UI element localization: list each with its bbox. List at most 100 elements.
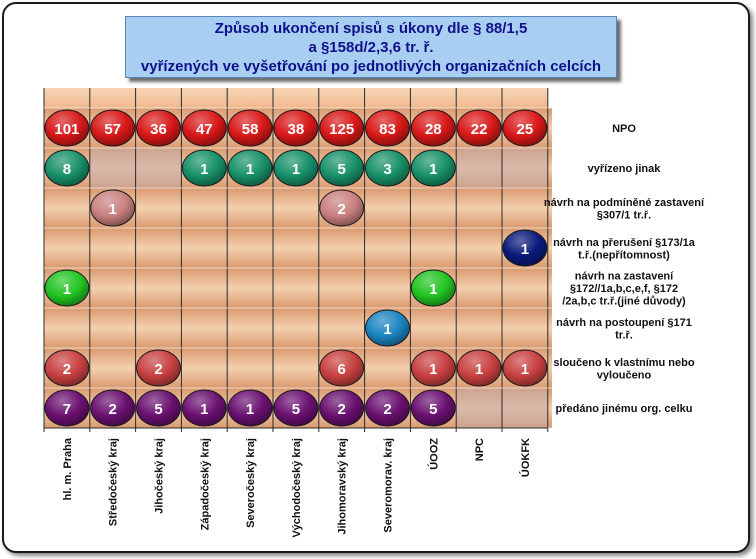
bubble-value: 5 bbox=[292, 401, 300, 418]
bubble-value: 1 bbox=[521, 361, 529, 378]
bubble-value: 1 bbox=[383, 321, 391, 338]
bubble bbox=[136, 389, 181, 427]
bubble-value: 5 bbox=[338, 161, 346, 178]
bubble bbox=[44, 349, 90, 387]
bubble bbox=[227, 109, 273, 147]
bubble-value: 1 bbox=[521, 241, 529, 258]
row-band bbox=[44, 228, 552, 268]
empty-cell bbox=[502, 148, 548, 188]
bubble bbox=[227, 149, 273, 187]
bubble bbox=[273, 109, 319, 147]
row-band bbox=[44, 308, 552, 348]
bubble bbox=[319, 389, 365, 427]
bubble bbox=[90, 109, 136, 147]
bubble-value: 1 bbox=[475, 361, 483, 378]
bubble bbox=[44, 109, 90, 147]
row-label: vyřízeno jinak bbox=[588, 163, 662, 175]
bubble bbox=[136, 349, 181, 387]
bubble-value: 101 bbox=[54, 121, 79, 138]
row-label: návrh na přerušení §173/1a t.ř.(nepřítomn… bbox=[553, 237, 696, 262]
bubble bbox=[90, 389, 136, 427]
bubble bbox=[365, 389, 410, 427]
bubble-value: 57 bbox=[104, 121, 121, 138]
bubble-value: 1 bbox=[63, 281, 71, 298]
row-label: NPO bbox=[612, 123, 636, 135]
bubble-value: 1 bbox=[200, 161, 208, 178]
bubble bbox=[273, 389, 319, 427]
bubble bbox=[365, 109, 410, 147]
bubble-value: 7 bbox=[63, 401, 71, 418]
bubble bbox=[319, 109, 365, 147]
bubble-value: 1 bbox=[246, 401, 254, 418]
bubble bbox=[456, 349, 502, 387]
column-label: Jihomoravský kraj bbox=[337, 438, 349, 535]
row-band bbox=[44, 268, 552, 308]
bubble-value: 6 bbox=[338, 361, 346, 378]
column-label: Západočeský kraj bbox=[199, 438, 211, 530]
bubble bbox=[319, 189, 365, 227]
bubble bbox=[319, 349, 365, 387]
bubble-value: 1 bbox=[109, 201, 117, 218]
header-stripe bbox=[44, 88, 548, 108]
chart-title: Způsob ukončení spisů s úkony dle § 88/1… bbox=[125, 16, 617, 78]
bubble bbox=[181, 149, 227, 187]
title-line-1: Způsob ukončení spisů s úkony dle § 88/1… bbox=[214, 19, 528, 37]
bubble-value: 47 bbox=[196, 121, 213, 138]
column-label: Severomorav. kraj bbox=[383, 438, 395, 533]
empty-cell bbox=[456, 148, 502, 188]
bubble-value: 1 bbox=[429, 161, 437, 178]
bubble-value: 8 bbox=[63, 161, 71, 178]
bubble-value: 1 bbox=[292, 161, 300, 178]
bubble-value: 2 bbox=[154, 361, 162, 378]
bubble bbox=[136, 109, 181, 147]
bubble bbox=[502, 349, 548, 387]
bubble-value: 2 bbox=[338, 401, 346, 418]
bubble bbox=[410, 269, 456, 307]
empty-cell bbox=[89, 148, 136, 188]
bubble bbox=[502, 229, 548, 267]
bubble bbox=[319, 149, 365, 187]
column-label: ÚOKFK bbox=[519, 438, 532, 477]
empty-cell bbox=[502, 388, 548, 428]
empty-cell bbox=[135, 148, 182, 188]
column-label: Východočeský kraj bbox=[291, 438, 303, 538]
empty-cell bbox=[456, 388, 502, 428]
bubble-value: 83 bbox=[379, 121, 396, 138]
column-label: Středočeský kraj bbox=[108, 438, 120, 526]
column-label: ÚOOZ bbox=[427, 438, 440, 470]
bubble-value: 25 bbox=[517, 121, 534, 138]
bubble-value: 3 bbox=[383, 161, 391, 178]
bubble-value: 28 bbox=[425, 121, 442, 138]
bubble bbox=[456, 109, 502, 147]
bubble-value: 58 bbox=[242, 121, 259, 138]
bubble-value: 1 bbox=[429, 361, 437, 378]
bubble bbox=[273, 149, 319, 187]
bubble bbox=[227, 389, 273, 427]
bubble bbox=[502, 109, 548, 147]
row-label: návrh na zastavení §172//1a,b,c,e,f, §172… bbox=[562, 271, 686, 308]
bubble bbox=[410, 149, 456, 187]
bubble bbox=[181, 389, 227, 427]
row-label: návrh na postoupení §171 tr.ř. bbox=[556, 317, 692, 342]
bubble-value: 5 bbox=[154, 401, 162, 418]
bubble-value: 1 bbox=[429, 281, 437, 298]
bubble-value: 5 bbox=[429, 401, 437, 418]
bubble-value: 22 bbox=[471, 121, 488, 138]
bubble bbox=[44, 269, 90, 307]
column-label: Severočeský kraj bbox=[245, 438, 257, 528]
bubble-value: 38 bbox=[288, 121, 305, 138]
bubble bbox=[44, 149, 90, 187]
row-label: návrh na podmíněné zastavení §307/1 tr.ř. bbox=[544, 197, 705, 222]
title-line-3: vyřízených ve vyšetřování po jednotlivýc… bbox=[140, 57, 602, 75]
row-label: předáno jinému org. celku bbox=[556, 403, 693, 415]
column-label: hl. m. Praha bbox=[62, 437, 74, 500]
column-label: NPC bbox=[474, 438, 486, 461]
bubble-value: 2 bbox=[383, 401, 391, 418]
bubble bbox=[181, 109, 227, 147]
bubble bbox=[410, 389, 456, 427]
bubble-value: 2 bbox=[338, 201, 346, 218]
bubble bbox=[410, 109, 456, 147]
bubble-value: 1 bbox=[200, 401, 208, 418]
bubble-value: 1 bbox=[246, 161, 254, 178]
